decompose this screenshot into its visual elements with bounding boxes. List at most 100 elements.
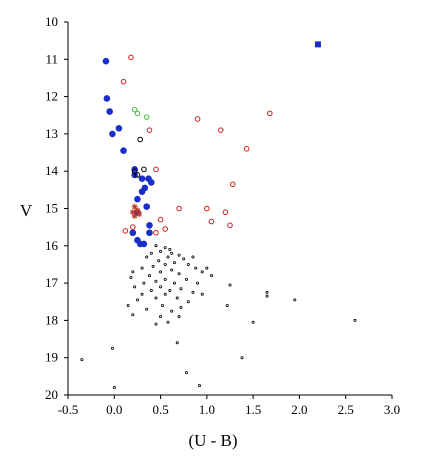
data-point: [110, 346, 114, 350]
data-point: [140, 292, 144, 296]
data-point: [151, 264, 155, 268]
data-point: [159, 270, 163, 274]
x-tick-label: 1.0: [199, 402, 215, 417]
data-point: [135, 298, 139, 302]
y-tick-label: 17: [45, 275, 59, 290]
data-point: [314, 41, 321, 48]
data-point: [138, 188, 146, 196]
data-point: [142, 281, 146, 285]
data-point: [177, 253, 181, 257]
data-point: [154, 279, 158, 283]
data-point: [134, 195, 141, 203]
data-point: [225, 303, 229, 307]
data-point: [154, 322, 158, 326]
y-tick-label: 20: [45, 387, 58, 402]
x-tick-label: -0.5: [58, 402, 79, 417]
data-point: [131, 270, 135, 274]
data-point: [115, 125, 123, 132]
data-point: [163, 277, 167, 281]
data-point: [204, 205, 210, 212]
data-point: [154, 244, 158, 248]
data-point: [140, 240, 148, 248]
data-point: [147, 274, 151, 278]
y-tick-label: 10: [45, 14, 58, 29]
data-point: [251, 320, 255, 324]
data-point: [129, 209, 136, 216]
data-point: [172, 261, 176, 265]
data-point: [191, 290, 195, 294]
data-point: [168, 289, 172, 293]
data-point: [240, 356, 244, 360]
data-point: [146, 221, 153, 229]
y-tick-label: 13: [45, 126, 58, 141]
data-point: [265, 294, 269, 298]
data-point: [157, 259, 161, 263]
data-point: [179, 305, 183, 309]
data-point: [131, 168, 138, 174]
data-point: [120, 147, 127, 154]
data-point: [265, 290, 269, 294]
data-point: [145, 307, 149, 311]
data-point: [154, 296, 158, 300]
data-point: [293, 298, 297, 302]
data-point: [267, 110, 273, 117]
y-axis-title: V: [20, 201, 33, 220]
data-point: [170, 251, 174, 255]
data-point: [194, 116, 201, 122]
data-point: [109, 130, 116, 138]
data-point: [170, 268, 174, 272]
data-point: [170, 309, 174, 313]
data-point: [145, 255, 149, 259]
data-point: [160, 303, 164, 307]
data-point: [162, 226, 168, 232]
data-point: [103, 95, 111, 102]
data-point: [191, 255, 195, 259]
data-point: [182, 257, 186, 261]
data-point: [179, 287, 183, 291]
data-point: [157, 216, 164, 223]
data-point: [131, 313, 135, 317]
data-point: [153, 229, 159, 236]
data-point: [80, 358, 84, 362]
data-point: [163, 262, 167, 266]
data-point: [197, 384, 201, 388]
y-tick-label: 14: [45, 163, 59, 178]
data-point: [200, 292, 204, 296]
data-point: [138, 175, 146, 182]
data-point: [134, 110, 141, 117]
data-point: [136, 211, 143, 218]
x-tick-label: 0.5: [152, 402, 168, 417]
data-point: [353, 318, 357, 322]
data-point: [163, 292, 167, 296]
data-point: [177, 272, 181, 276]
data-point: [143, 114, 150, 120]
data-point: [196, 281, 200, 285]
data-point: [186, 262, 190, 266]
data-point: [209, 274, 213, 278]
data-point: [168, 248, 172, 252]
data-point: [227, 222, 233, 229]
data-point: [129, 229, 137, 237]
data-point: [120, 78, 127, 85]
data-point: [143, 203, 150, 210]
data-point: [146, 127, 153, 133]
y-tick-label: 16: [45, 238, 59, 253]
data-point: [128, 54, 134, 61]
y-tick-label: 15: [45, 201, 58, 216]
data-point: [131, 203, 138, 210]
data-point: [112, 386, 116, 390]
axes: [67, 22, 392, 396]
data-point: [175, 341, 179, 345]
data-point: [222, 209, 229, 216]
data-points: [80, 41, 357, 390]
data-point: [131, 212, 138, 219]
x-axis-title: (U - B): [188, 431, 237, 450]
x-tick-label: 2.5: [338, 402, 354, 417]
data-point: [133, 285, 137, 289]
data-point: [186, 300, 190, 304]
data-point: [122, 228, 129, 234]
data-point: [166, 255, 170, 259]
y-tick-label: 11: [45, 51, 58, 66]
y-axis-ticks: 10 11 12 13 14 15 16 17 18 19 20: [45, 14, 68, 402]
